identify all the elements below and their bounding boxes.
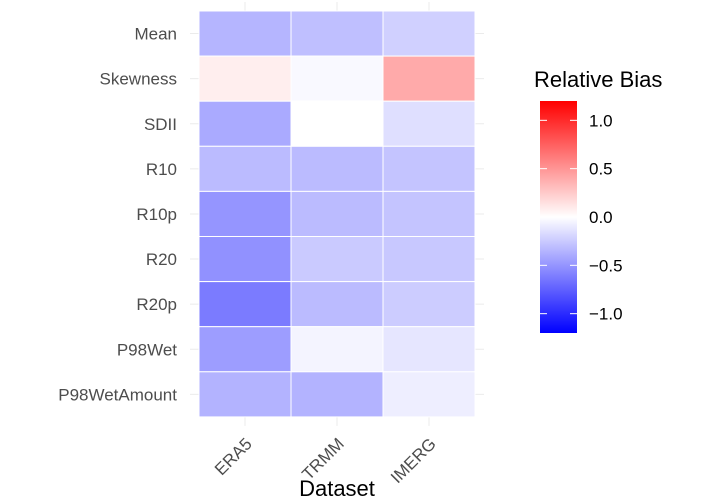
x-axis-title: Dataset xyxy=(299,476,375,501)
heatmap-cell-p98wet-imerg xyxy=(383,327,475,372)
heatmap-cell-r10p-imerg xyxy=(383,191,475,236)
x-tick-label: IMERG xyxy=(387,434,440,487)
heatmap-cell-sdii-imerg xyxy=(383,101,475,146)
legend-tick-label: 0.5 xyxy=(589,160,613,179)
heatmap-cell-skewness-era5 xyxy=(199,56,291,101)
x-tick-label: ERA5 xyxy=(211,434,256,479)
heatmap-cell-r20p-imerg xyxy=(383,282,475,327)
heatmap-cell-r10-imerg xyxy=(383,146,475,191)
heatmap-cell-p98wetamount-trmm xyxy=(291,372,383,417)
heatmap-cell-r20-era5 xyxy=(199,237,291,282)
y-axis-ticks: Mean Skewness SDII R10 R10p R20 R20p P98Wet P98W… xyxy=(58,25,177,405)
heatmap-cell-sdii-era5 xyxy=(199,101,291,146)
y-tick-label: R10 xyxy=(146,160,177,179)
heatmap-cell-r10-trmm xyxy=(291,146,383,191)
y-tick-label: SDII xyxy=(144,115,177,134)
legend-tick-label: −0.5 xyxy=(589,256,623,275)
heatmap-cell-r10p-trmm xyxy=(291,191,383,236)
y-tick-label: P98WetAmount xyxy=(58,385,177,404)
heatmap-cell-p98wetamount-era5 xyxy=(199,372,291,417)
heatmap-cells xyxy=(199,11,475,417)
y-tick-label: Mean xyxy=(134,25,177,44)
y-tick-label: Skewness xyxy=(100,70,177,89)
heatmap-cell-r20-imerg xyxy=(383,237,475,282)
y-tick-label: R20 xyxy=(146,250,177,269)
heatmap-cell-mean-trmm xyxy=(291,11,383,56)
heatmap-cell-sdii-trmm xyxy=(291,101,383,146)
heatmap-cell-p98wet-trmm xyxy=(291,327,383,372)
heatmap-cell-skewness-trmm xyxy=(291,56,383,101)
y-tick-label: R10p xyxy=(136,205,177,224)
heatmap-cell-p98wet-era5 xyxy=(199,327,291,372)
heatmap-cell-mean-era5 xyxy=(199,11,291,56)
heatmap-cell-p98wetamount-imerg xyxy=(383,372,475,417)
y-tick-label: P98Wet xyxy=(117,340,177,359)
heatmap-cell-r10p-era5 xyxy=(199,191,291,236)
heatmap-cell-r20-trmm xyxy=(291,237,383,282)
legend-tick-label: 0.0 xyxy=(589,208,613,227)
heatmap-cell-skewness-imerg xyxy=(383,56,475,101)
legend-title: Relative Bias xyxy=(534,67,662,92)
heatmap-cell-mean-imerg xyxy=(383,11,475,56)
heatmap-cell-r10-era5 xyxy=(199,146,291,191)
legend-tick-label: 1.0 xyxy=(589,111,613,130)
y-tick-label: R20p xyxy=(136,295,177,314)
legend: Relative Bias 1.0 0.5 0.0 −0.5 −1.0 xyxy=(534,67,662,333)
legend-tick-label: −1.0 xyxy=(589,305,623,324)
heatmap-cell-r20p-era5 xyxy=(199,282,291,327)
heatmap-cell-r20p-trmm xyxy=(291,282,383,327)
